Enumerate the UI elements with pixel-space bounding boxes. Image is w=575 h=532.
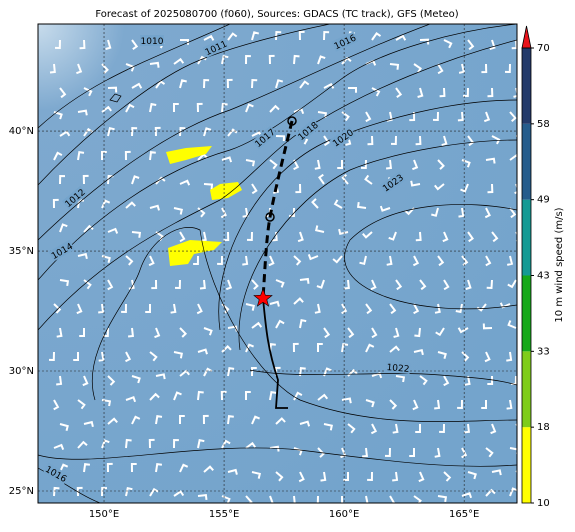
isobar-label-bg [43, 462, 70, 485]
colorbar-tick-label: 33 [537, 346, 550, 357]
isobar-label-bg [140, 35, 164, 46]
isobar-label-bg [329, 126, 356, 149]
colorbar-tick-label: 43 [537, 271, 550, 282]
colorbar-tick-label: 70 [537, 43, 550, 54]
isobar-label-bg [385, 360, 411, 375]
isobar-label-bg [379, 171, 406, 194]
isobar-label-bg [251, 125, 278, 150]
lat-label: 30°N [9, 366, 34, 377]
isobar-label-bg [202, 37, 229, 58]
colorbar-tick-label: 49 [537, 195, 550, 206]
colorbar-segment [522, 199, 531, 276]
colorbar-label: 10 m wind speed (m/s) [554, 207, 565, 322]
lat-label: 25°N [9, 486, 34, 497]
colorbar-segment [522, 48, 531, 124]
lon-label: 150°E [89, 509, 119, 520]
tc-track [253, 116, 297, 409]
lon-label: 160°E [329, 509, 359, 520]
lat-label: 35°N [9, 246, 34, 257]
colorbar-tick-label: 10 [537, 498, 550, 509]
isobar-label-bg [331, 31, 358, 52]
colorbar-segment [522, 427, 531, 503]
lat-label: 40°N [9, 126, 34, 137]
colorbar-segment [522, 123, 531, 200]
title: Forecast of 2025080700 (f060), Sources: … [95, 9, 458, 20]
colorbar-extend [521, 25, 532, 49]
isobar-label-bg [61, 185, 88, 210]
colorbar-tick-label: 58 [537, 119, 550, 130]
lon-label: 165°E [449, 509, 479, 520]
isobar-label-bg [294, 118, 321, 143]
colorbar-segment [522, 351, 531, 428]
colorbar: 10 18 33 43 49 58 70 [521, 25, 550, 509]
colorbar-tick-label: 18 [537, 422, 550, 433]
isobar-label: 1022 [386, 363, 410, 375]
map-frame [37, 23, 518, 504]
wind-patches [166, 146, 242, 266]
isobar-label-bg [48, 239, 75, 262]
colorbar-segment [522, 275, 531, 352]
wind-barbs [48, 30, 517, 503]
barb [48, 30, 517, 503]
lon-label: 155°E [209, 509, 239, 520]
isobar-label: 1010 [141, 37, 164, 47]
